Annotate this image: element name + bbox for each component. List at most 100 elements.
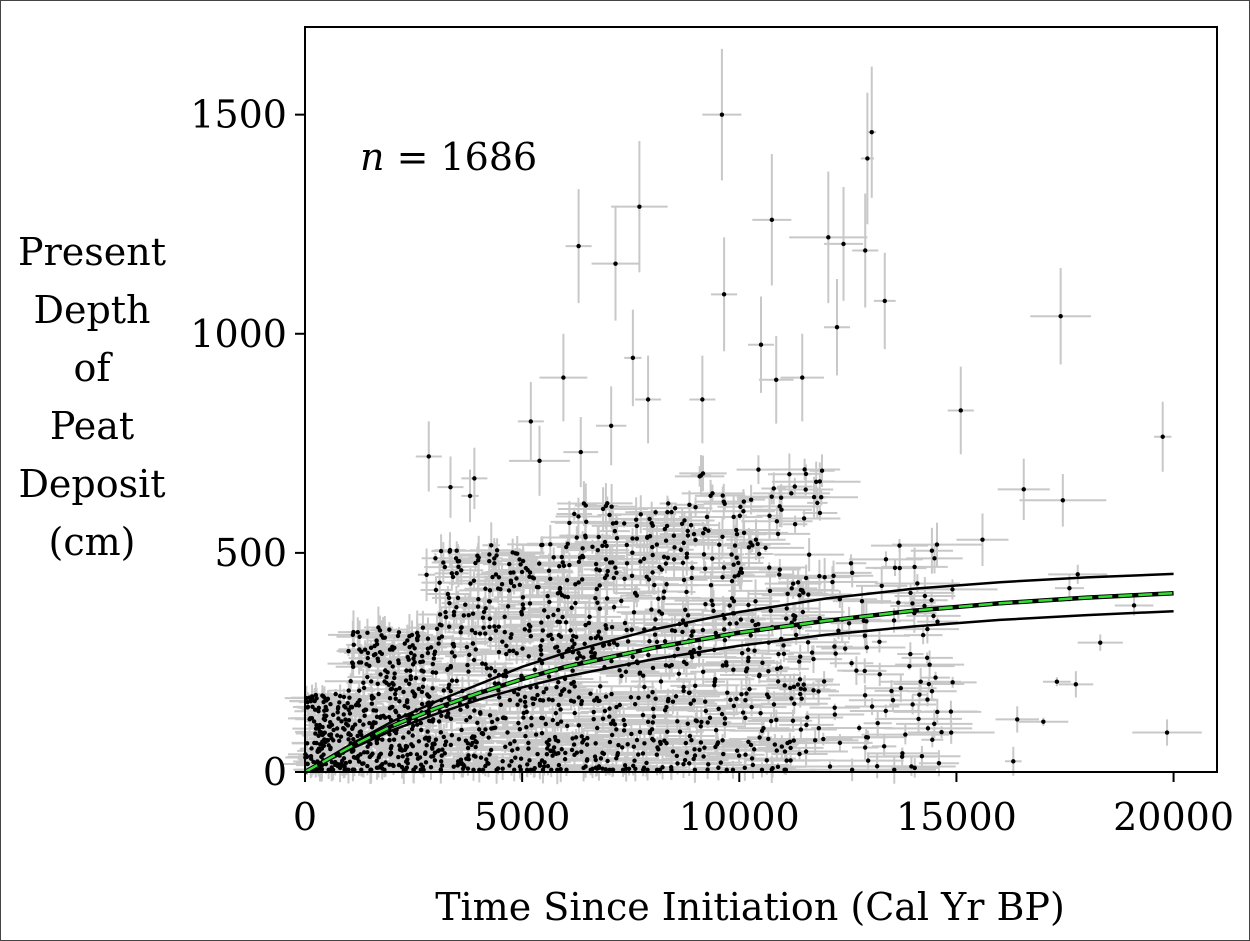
data-point [523,704,528,709]
data-point [793,632,799,638]
data-point [412,694,417,699]
data-point [926,681,932,687]
data-point [316,733,321,739]
data-point [609,624,615,630]
data-point [328,746,333,752]
data-point [619,673,624,679]
data-point [362,647,368,652]
data-point [498,586,503,592]
data-point [1058,314,1063,319]
data-point [890,698,896,703]
data-point [729,552,734,557]
data-point [506,588,512,593]
data-point [311,759,316,765]
data-point [442,751,448,756]
data-point [427,694,432,700]
data-point [746,545,752,550]
data-point [757,672,762,678]
data-point [700,530,706,536]
data-point [527,570,533,575]
data-point [439,634,445,639]
data-point [513,755,518,760]
data-point [511,584,517,589]
data-point [471,767,476,773]
data-point [500,639,505,644]
data-point [547,599,552,605]
data-point [777,572,782,577]
data-point [382,679,387,684]
data-point [629,731,634,737]
data-point [305,761,310,767]
data-point [798,727,804,732]
data-point [631,744,637,749]
data-point [558,719,564,724]
data-point [1160,434,1165,439]
data-point [399,764,405,770]
data-point [471,578,477,583]
data-point [738,566,744,572]
data-point [322,713,327,718]
data-point [541,689,546,695]
data-point [631,763,636,769]
data-point [667,664,672,669]
data-point [624,542,629,548]
data-point [753,622,758,628]
data-point [680,618,686,623]
data-point [803,575,809,581]
data-point [550,753,555,758]
data-point [418,659,423,665]
data-point [687,761,692,766]
data-point [473,744,478,750]
data-point [650,736,655,742]
data-point [338,734,344,739]
data-point [674,753,680,759]
data-point [784,758,789,763]
data-point [609,504,614,509]
data-point [379,651,385,657]
data-point [602,708,608,714]
data-point [729,596,735,601]
data-point [511,648,516,654]
y-tick-label: 1500 [190,93,287,137]
data-point [560,614,565,620]
data-point [1067,585,1072,591]
data-point [548,576,553,582]
data-point [800,588,805,593]
data-point [790,581,796,586]
data-point [589,654,594,660]
data-point [478,710,483,715]
data-point [622,722,627,728]
data-point [315,749,320,754]
data-point [347,711,353,716]
data-point [337,693,343,699]
y-axis-label: Present Depth of Peat Deposit (cm) [18,230,166,564]
data-point [404,668,409,673]
data-point [801,682,806,687]
data-point [662,526,668,532]
data-point [582,641,587,646]
data-point [607,739,613,745]
data-point [304,741,310,746]
data-point [451,613,457,618]
data-point [602,539,608,545]
data-point [528,634,534,639]
data-point [400,754,405,759]
data-point [327,724,333,729]
data-point [736,753,742,758]
data-point [407,681,412,687]
data-point [617,668,622,673]
data-point [588,635,594,641]
data-point [316,709,321,714]
data-point [798,686,804,691]
data-point [681,540,686,546]
data-point [554,751,559,756]
data-point [650,720,655,725]
data-point [511,570,516,575]
data-point [1015,717,1020,722]
data-point [1131,603,1137,608]
data-point [350,664,356,669]
data-point [372,643,377,649]
data-point [611,575,617,581]
data-point [741,530,747,536]
data-point [792,521,798,527]
